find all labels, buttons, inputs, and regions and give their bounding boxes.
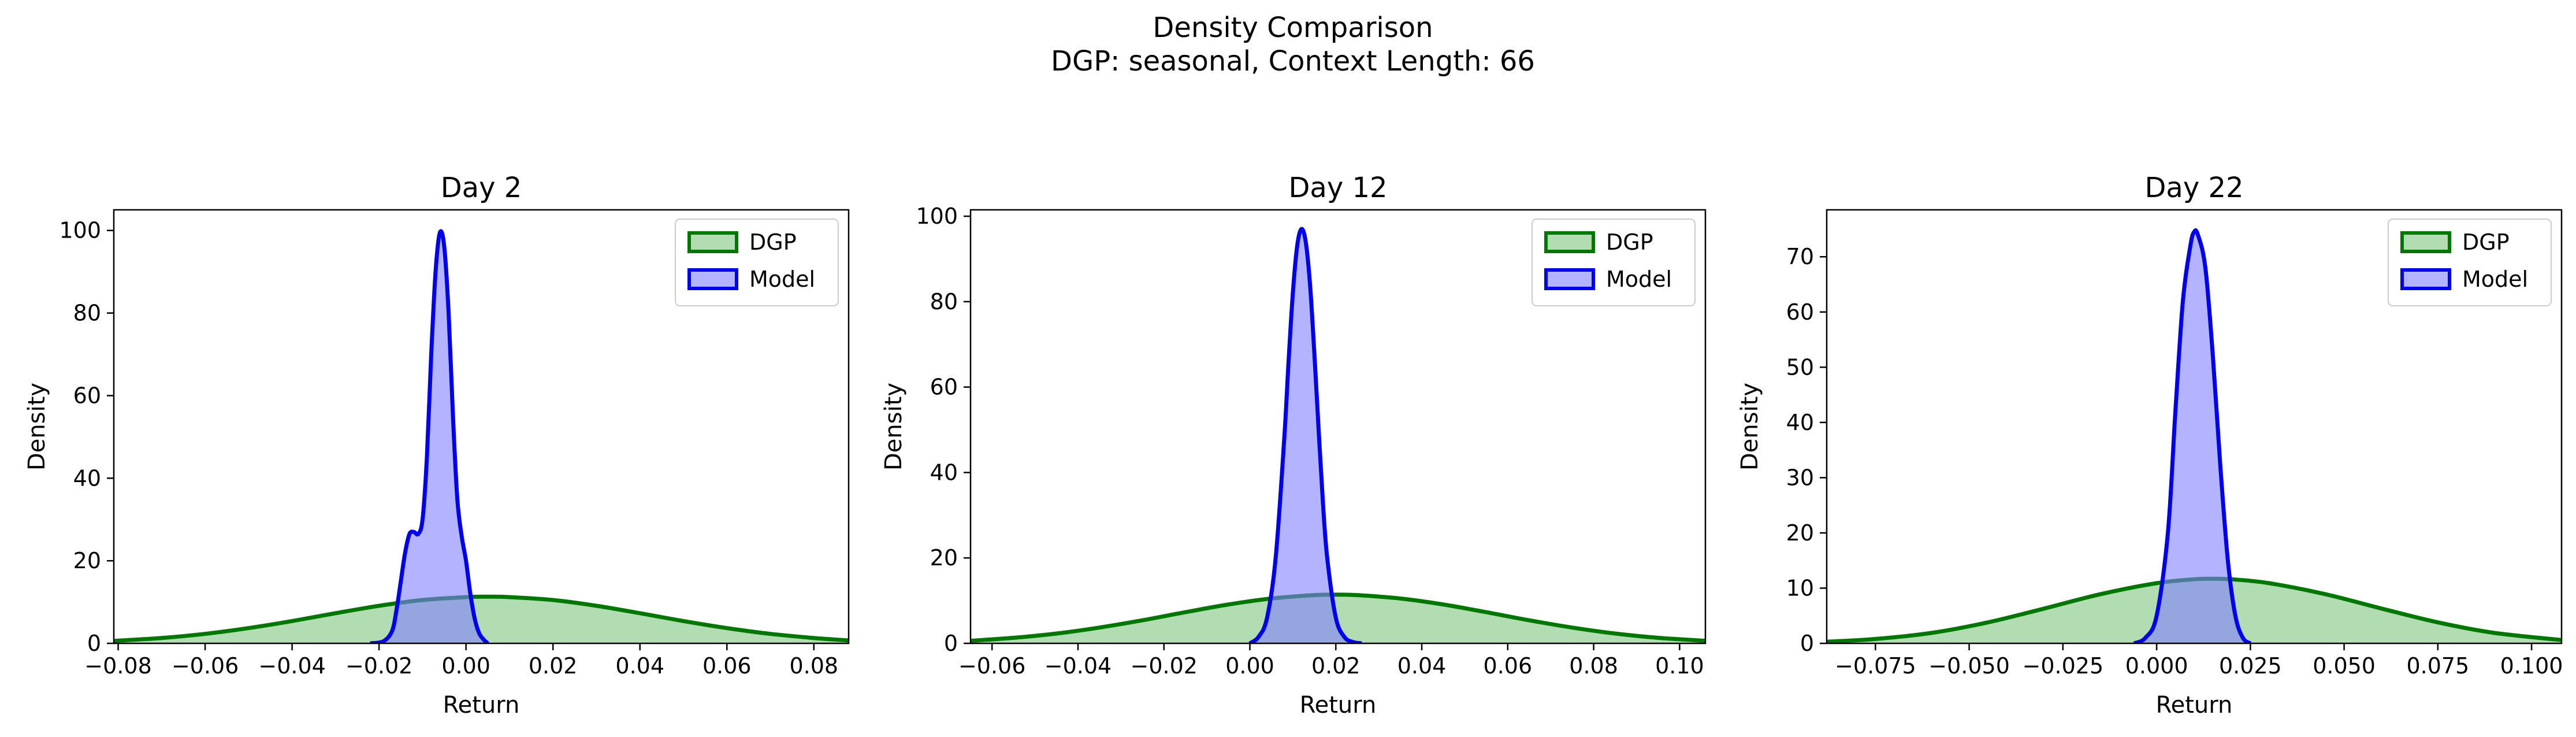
y-tick-label: 0 — [1800, 631, 1814, 656]
y-tick-label: 100 — [916, 203, 958, 229]
model-density-fill — [2134, 230, 2251, 643]
figure-subtitle: DGP: seasonal, Context Length: 66 — [1051, 45, 1535, 77]
model-legend-swatch — [2400, 268, 2451, 290]
model-legend-label: Model — [2462, 266, 2528, 292]
y-tick-label: 60 — [73, 383, 101, 408]
model-legend-swatch — [687, 268, 738, 290]
plot-area — [971, 227, 1705, 643]
panel-title: Day 2 — [441, 172, 522, 204]
y-tick-label: 60 — [1786, 299, 1814, 325]
dgp-density-fill — [114, 597, 849, 643]
y-tick-label: 40 — [930, 460, 958, 485]
y-tick-label: 20 — [930, 545, 958, 571]
y-axis-label: Density — [1737, 383, 1763, 471]
x-tick-label: 0.100 — [2500, 653, 2563, 679]
y-tick-label: 10 — [1786, 575, 1814, 601]
x-tick-label: 0.08 — [789, 653, 838, 679]
model-density-line — [370, 229, 489, 643]
y-tick-label: 80 — [930, 289, 958, 314]
plot-area — [114, 229, 849, 643]
x-tick-label: 0.025 — [2219, 653, 2282, 679]
x-tick-label: 0.04 — [615, 653, 664, 679]
y-tick-label: 40 — [1786, 410, 1814, 435]
panel-title: Day 12 — [1288, 172, 1387, 204]
model-density-line — [2133, 228, 2252, 643]
dgp-density-line — [114, 594, 849, 643]
model-legend-swatch — [1544, 268, 1595, 290]
x-tick-label: 0.02 — [529, 653, 578, 679]
y-tick-label: 0 — [944, 631, 958, 656]
axes-frame — [113, 209, 850, 645]
y-tick-label: 30 — [1786, 465, 1814, 490]
axes-frame — [969, 209, 1707, 645]
x-tick-label: −0.02 — [1131, 653, 1198, 679]
x-tick-label: 0.08 — [1569, 653, 1618, 679]
x-tick-label: 0.02 — [1311, 653, 1361, 679]
figure-title: Density Comparison — [1153, 12, 1433, 44]
dgp-legend-label: DGP — [1606, 229, 1653, 255]
x-tick-label: −0.06 — [172, 653, 239, 679]
x-tick-label: 0.00 — [441, 653, 490, 679]
x-tick-label: 0.075 — [2406, 653, 2469, 679]
chart-panel-1: −0.08 −0.06 −0.04 −0.02 0.00 0.02 0.04 0.06 0.08… — [24, 172, 850, 719]
y-tick-label: 70 — [1786, 244, 1814, 269]
model-density-line — [1248, 227, 1362, 643]
y-tick-label: 20 — [1786, 520, 1814, 546]
x-tick-label: −0.04 — [258, 653, 325, 679]
legend: DGP Model — [1532, 218, 1696, 306]
dgp-legend-swatch — [1544, 231, 1595, 253]
plot-area — [1827, 228, 2562, 643]
y-axis-label: Density — [880, 383, 907, 471]
y-tick-label: 0 — [87, 631, 101, 656]
x-tick-label: 0.06 — [702, 653, 752, 679]
legend: DGP Model — [675, 218, 839, 306]
chart-panel-3: −0.075 −0.050 −0.025 0.000 0.025 0.050 0.075 0.… — [1737, 172, 2563, 719]
y-tick-label: 80 — [73, 301, 101, 326]
axes-frame — [1826, 209, 2563, 645]
model-legend-label: Model — [1606, 266, 1672, 292]
x-tick-label: −0.075 — [1835, 653, 1916, 679]
y-axis-label: Density — [24, 383, 50, 471]
x-tick-label: −0.04 — [1044, 653, 1112, 679]
x-tick-label: 0.00 — [1225, 653, 1274, 679]
x-tick-label: −0.02 — [345, 653, 412, 679]
dgp-legend-swatch — [2400, 231, 2451, 253]
x-tick-label: 0.04 — [1397, 653, 1447, 679]
y-tick-label: 60 — [930, 375, 958, 400]
x-axis-label: Return — [443, 692, 520, 719]
x-axis-label: Return — [1300, 692, 1377, 719]
x-tick-label: −0.025 — [2023, 653, 2104, 679]
panel-title: Day 22 — [2144, 172, 2243, 204]
dgp-legend-label: DGP — [749, 229, 797, 255]
y-tick-label: 40 — [73, 465, 101, 491]
y-tick-label: 50 — [1786, 354, 1814, 380]
x-tick-label: −0.06 — [958, 653, 1025, 679]
x-tick-label: 0.06 — [1484, 653, 1533, 679]
dgp-legend-label: DGP — [2462, 229, 2510, 255]
y-tick-label: 100 — [59, 218, 101, 243]
dgp-legend-swatch — [687, 231, 738, 253]
chart-panel-2: −0.06 −0.04 −0.02 0.00 0.02 0.04 0.06 0.08 0.10 0… — [880, 172, 1707, 719]
x-axis-label: Return — [2156, 692, 2233, 719]
legend: DGP Model — [2388, 218, 2552, 306]
x-tick-label: −0.08 — [84, 653, 151, 679]
x-tick-label: 0.000 — [2125, 653, 2188, 679]
x-tick-label: 0.050 — [2313, 653, 2376, 679]
y-tick-label: 20 — [73, 548, 101, 573]
dgp-density-line — [971, 592, 1705, 643]
x-tick-label: 0.10 — [1655, 653, 1704, 679]
model-legend-label: Model — [749, 266, 815, 292]
chart-panels: −0.08 −0.06 −0.04 −0.02 0.00 0.02 0.04 0.06 0.08… — [24, 172, 2563, 719]
x-tick-label: −0.050 — [1928, 653, 2010, 679]
